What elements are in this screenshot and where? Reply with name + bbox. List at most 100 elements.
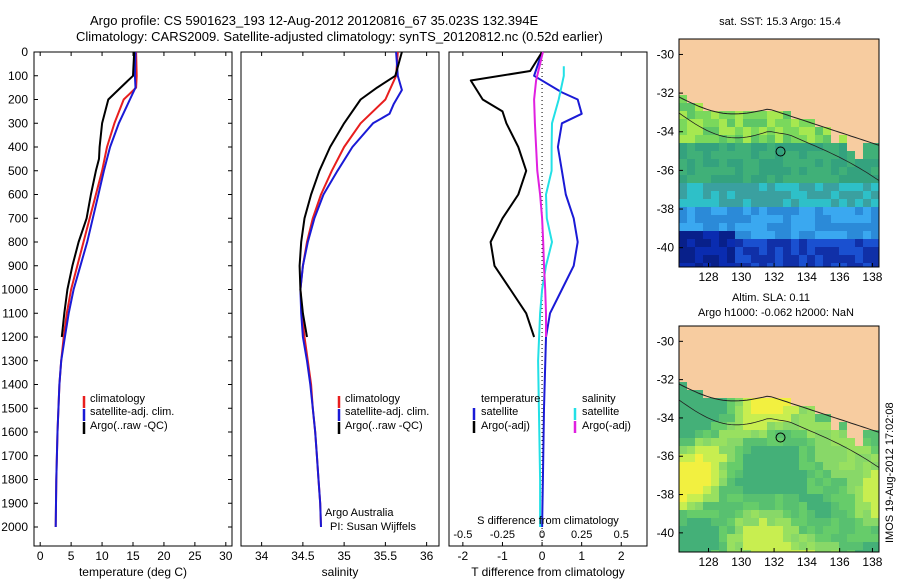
map-cell	[759, 263, 767, 267]
map-cell	[807, 430, 815, 438]
map-cell	[695, 334, 703, 342]
map-cell	[711, 143, 719, 151]
s-tick-label: -0.5	[453, 529, 472, 541]
map-cell	[775, 406, 783, 414]
map-cell	[719, 334, 727, 342]
map-cell	[791, 151, 799, 159]
map-cell	[703, 350, 711, 358]
map-cell	[839, 79, 847, 87]
shelf-contour	[679, 399, 879, 468]
map-cell	[759, 534, 767, 542]
map-cell	[687, 223, 695, 231]
map-cell	[735, 135, 743, 143]
map-cell	[839, 151, 847, 159]
map-cell	[711, 239, 719, 247]
map-cell	[847, 390, 855, 398]
map-cell	[823, 398, 831, 406]
map-cell	[735, 398, 743, 406]
map-cell	[687, 518, 695, 526]
map-cell	[719, 127, 727, 135]
map-cell	[759, 518, 767, 526]
map-cell	[807, 47, 815, 55]
map-cell	[871, 95, 879, 103]
map-cell	[855, 358, 863, 366]
map-cell	[695, 127, 703, 135]
legend-climatology: climatology	[345, 393, 401, 405]
lon-tick-label: 138	[862, 555, 882, 569]
map-cell	[783, 534, 791, 542]
map-cell	[783, 79, 791, 87]
map-cell	[783, 366, 791, 374]
map-cell	[783, 382, 791, 390]
map-cell	[751, 223, 759, 231]
lat-tick-label: -32	[657, 373, 675, 387]
map-cell	[695, 422, 703, 430]
map-cell	[863, 526, 871, 534]
map-cell	[751, 159, 759, 167]
map-cell	[823, 263, 831, 267]
map-cell	[767, 183, 775, 191]
map-cell	[751, 103, 759, 111]
map-cell	[855, 374, 863, 382]
map-cell	[719, 103, 727, 111]
map-cell	[839, 71, 847, 79]
map-cell	[711, 103, 719, 111]
map-cell	[823, 334, 831, 342]
map-cell	[855, 47, 863, 55]
map-cell	[863, 263, 871, 267]
map-cell	[759, 350, 767, 358]
map-cell	[823, 207, 831, 215]
map-cell	[687, 63, 695, 71]
map-cell	[799, 542, 807, 550]
map-cell	[743, 87, 751, 95]
map-cell	[695, 342, 703, 350]
map-cell	[855, 462, 863, 470]
lat-tick-label: -38	[657, 202, 675, 216]
map-cell	[823, 71, 831, 79]
legend-argo: Argo(..raw -QC)	[345, 420, 423, 432]
map-cell	[839, 135, 847, 143]
lat-tick-label: -40	[657, 241, 675, 255]
map-cell	[767, 486, 775, 494]
map-cell	[703, 191, 711, 199]
map-cell	[831, 534, 839, 542]
map-cell	[727, 438, 735, 446]
map-cell	[687, 215, 695, 223]
map-cell	[807, 350, 815, 358]
map-cell	[847, 382, 855, 390]
map-cell	[703, 326, 711, 334]
map-cell	[703, 183, 711, 191]
map-cell	[695, 350, 703, 358]
map-cell	[759, 223, 767, 231]
map-cell	[695, 326, 703, 334]
map-cell	[791, 239, 799, 247]
salinity-panel: 34 34.5 35 35.5 36 salinity climatology sate…	[240, 51, 440, 579]
map-cell	[823, 135, 831, 143]
map-cell	[687, 167, 695, 175]
map-cell	[791, 127, 799, 135]
map-cell	[735, 191, 743, 199]
map-cell	[807, 358, 815, 366]
legend-temp-satellite: satellite	[481, 406, 518, 418]
map-cell	[695, 358, 703, 366]
map-cell	[831, 518, 839, 526]
legend-salinity-heading: salinity	[582, 393, 616, 405]
map-cell	[799, 151, 807, 159]
map-cell	[711, 79, 719, 87]
map-cell	[847, 95, 855, 103]
map-cell	[743, 406, 751, 414]
map-cell	[727, 342, 735, 350]
map-cell	[815, 358, 823, 366]
map-cell	[855, 430, 863, 438]
map-cell	[743, 510, 751, 518]
map-cell	[735, 422, 743, 430]
map-cell	[839, 191, 847, 199]
map-cell	[847, 47, 855, 55]
map-cell	[775, 454, 783, 462]
sla-map-latitude-ticks: -30-32-34-36-38-40	[657, 334, 683, 540]
temperature-panel: 0100200300400500600700800900100011001200…	[1, 45, 647, 579]
map-cell	[687, 478, 695, 486]
map-cell	[847, 207, 855, 215]
map-cell	[823, 326, 831, 334]
map-cell	[679, 119, 687, 127]
